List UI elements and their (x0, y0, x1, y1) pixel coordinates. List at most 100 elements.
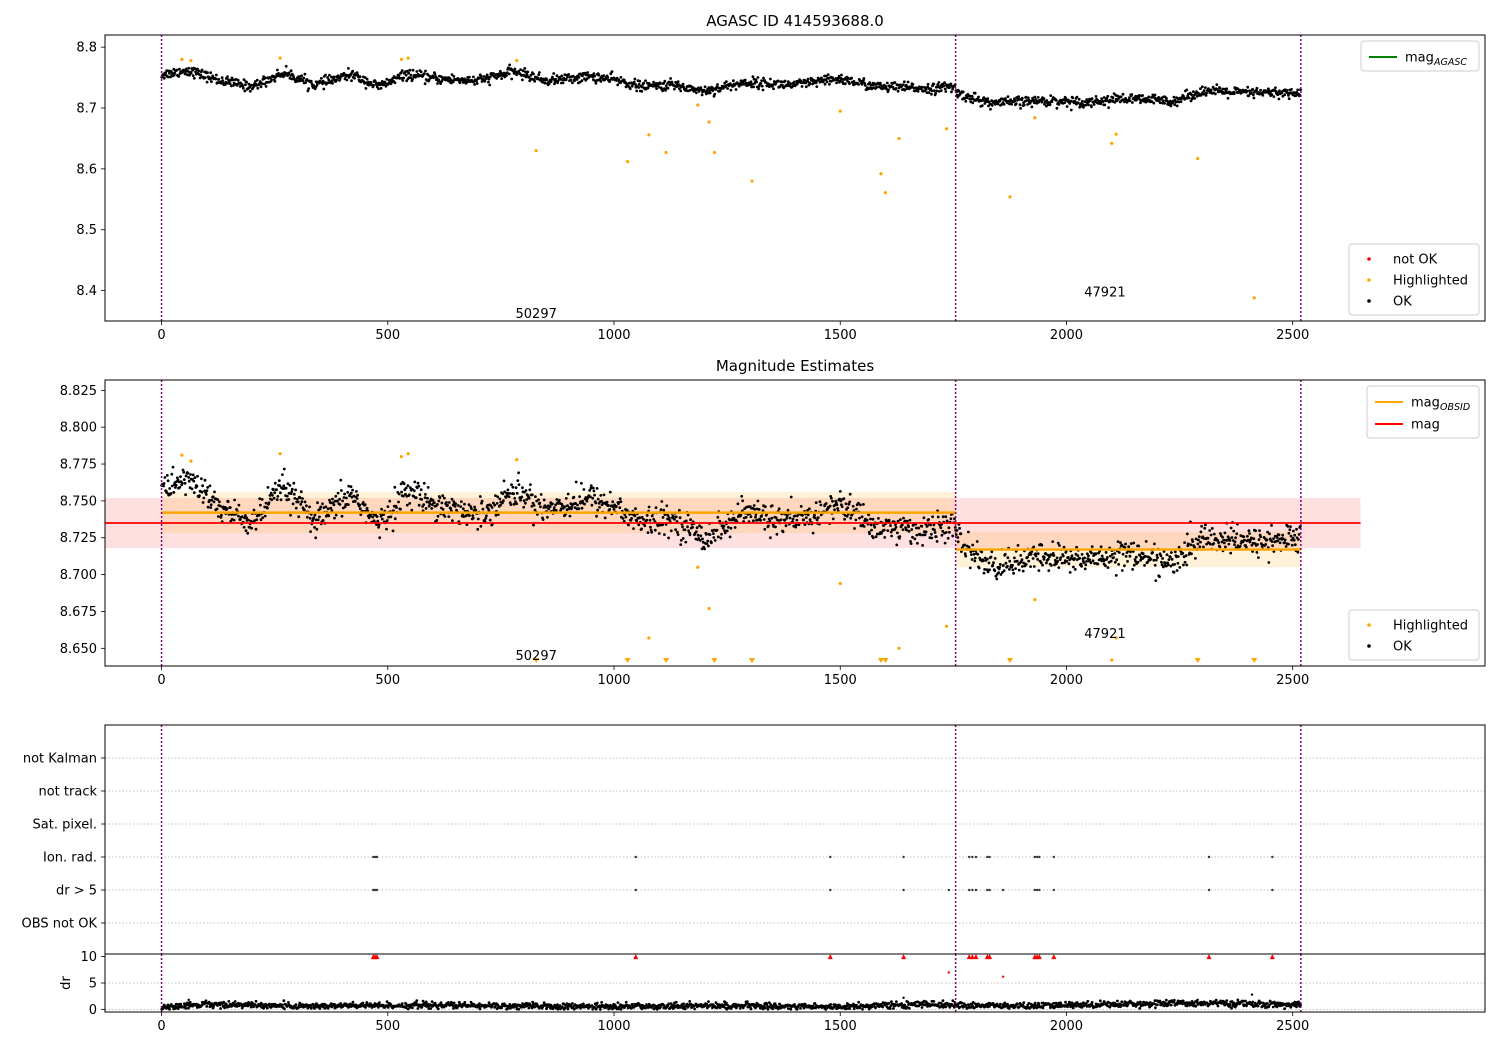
panel2-ok-point (340, 489, 343, 492)
panel2-ok-point (195, 484, 199, 488)
panel2-ok-point (1248, 540, 1252, 544)
panel2-ok-point (180, 481, 184, 485)
panel2-ok-point (596, 497, 600, 501)
panel1-ok-point (507, 72, 511, 76)
panel4-dr-point (415, 999, 419, 1002)
panel2-ok-point (1129, 550, 1132, 554)
panel1-ok-point (1075, 95, 1079, 99)
panel2-ok-point (895, 543, 899, 547)
panel2-ok-point (707, 544, 710, 548)
panel2-highlighted-point (1110, 658, 1114, 662)
panel2-ok-point (244, 529, 248, 533)
panel1-ok-point (884, 85, 888, 88)
panel1-ok-point (635, 89, 639, 93)
panel2-ok-point (708, 533, 712, 536)
panel1-ok-point (998, 99, 1002, 103)
panel2-ok-point (1264, 543, 1268, 546)
panel2-ok-point (1066, 555, 1070, 559)
panel2-ok-point (865, 518, 869, 522)
panel2-ok-point (997, 571, 1000, 574)
panel2-ok-point (1185, 563, 1189, 567)
panel2-ok-point (1152, 558, 1156, 562)
panel1-ok-point (870, 86, 874, 90)
panel1-ok-point (423, 82, 427, 86)
panel2-ok-point (667, 516, 671, 520)
panel2-ok-point (874, 535, 878, 539)
panel1-ok-point (326, 76, 329, 79)
panel2-ok-point (341, 499, 344, 503)
panel3-flag-point (375, 855, 379, 859)
panel1-ok-point (825, 80, 829, 84)
panel2-ok-point (871, 517, 875, 521)
panel2-ok-point (678, 508, 681, 512)
panel1-ok-point (1172, 95, 1176, 99)
panel1-ok-point (1036, 96, 1040, 99)
panel1-ok-point (632, 80, 636, 84)
panel1-ok-point (230, 84, 233, 88)
panel2-ok-point (393, 517, 397, 521)
panel2-ok-point (869, 523, 873, 527)
panel2-ok-point (684, 540, 688, 544)
panel2-ok-point (808, 507, 811, 511)
panel1-ok-point (508, 63, 511, 67)
panel1-ok-point (669, 77, 672, 80)
panel1-ok-point (553, 82, 556, 86)
panel2-ok-point (551, 502, 554, 506)
panel4-dr-point (745, 1000, 749, 1004)
panel2-ytick-label: 8.775 (60, 458, 97, 473)
panel1-ok-point (451, 80, 455, 84)
panel1-ok-point (760, 84, 764, 88)
panel2-ok-point (1181, 551, 1185, 555)
panel1-highlighted-point (696, 103, 700, 107)
panel1-ok-point (869, 83, 873, 87)
panel2-ok-point (279, 498, 283, 502)
panel2-ok-point (915, 533, 919, 537)
panel1-ok-point (925, 91, 929, 94)
panel3-flag-point (988, 855, 991, 859)
panel2-ok-point (1090, 545, 1094, 548)
panel1-ok-point (930, 89, 934, 93)
panel2-ok-point (255, 518, 259, 522)
panel2-ok-point (733, 526, 737, 529)
panel2-ok-point (502, 479, 506, 483)
panel2-ok-point (795, 518, 799, 522)
panel2-ok-point (441, 494, 445, 498)
panel2-ok-point (388, 499, 392, 503)
panel2-ok-point (463, 502, 466, 506)
panel2-ok-point (1151, 551, 1154, 554)
panel1-ok-point (862, 77, 866, 80)
panel1-ok-point (646, 86, 650, 90)
panel2-ok-point (1227, 542, 1231, 546)
panel1-ok-point (818, 80, 822, 84)
panel2-ok-point (716, 515, 720, 519)
panel3-flag-point (986, 888, 989, 892)
panel2-ok-point (868, 532, 871, 536)
panel2-ok-point (910, 528, 914, 531)
panel1-ok-point (250, 83, 253, 87)
panel3-flag-point (967, 855, 971, 859)
panel4-dr-point (287, 1001, 290, 1004)
panel1-ok-point (716, 83, 719, 86)
panel1-ok-point (1221, 87, 1225, 91)
panel2-ok-point (608, 508, 611, 511)
panel2-ok-point (473, 505, 476, 509)
panel2-ok-point (564, 497, 568, 500)
panel3-flag-point (375, 888, 379, 892)
panel2-ok-point (727, 525, 730, 529)
panel1-ok-point (808, 82, 812, 86)
panel2-ok-point (1288, 528, 1292, 532)
panel2-ok-point (479, 524, 483, 528)
panel2-ok-point (596, 508, 599, 512)
panel2-ok-point (615, 505, 618, 508)
panel1-ok-point (987, 104, 990, 108)
panel1-ok-point (478, 76, 481, 80)
panel2-ok-point (515, 502, 518, 506)
panel1-ok-point (183, 72, 187, 76)
panel2-ok-point (220, 513, 223, 517)
panel2-ok-point (802, 518, 806, 522)
panel1-ok-point (1161, 99, 1165, 103)
panel1-ok-point (452, 75, 456, 78)
panel1-ok-point (659, 82, 662, 85)
panel2-ok-point (1234, 536, 1237, 540)
panel2-ok-point (753, 507, 757, 511)
